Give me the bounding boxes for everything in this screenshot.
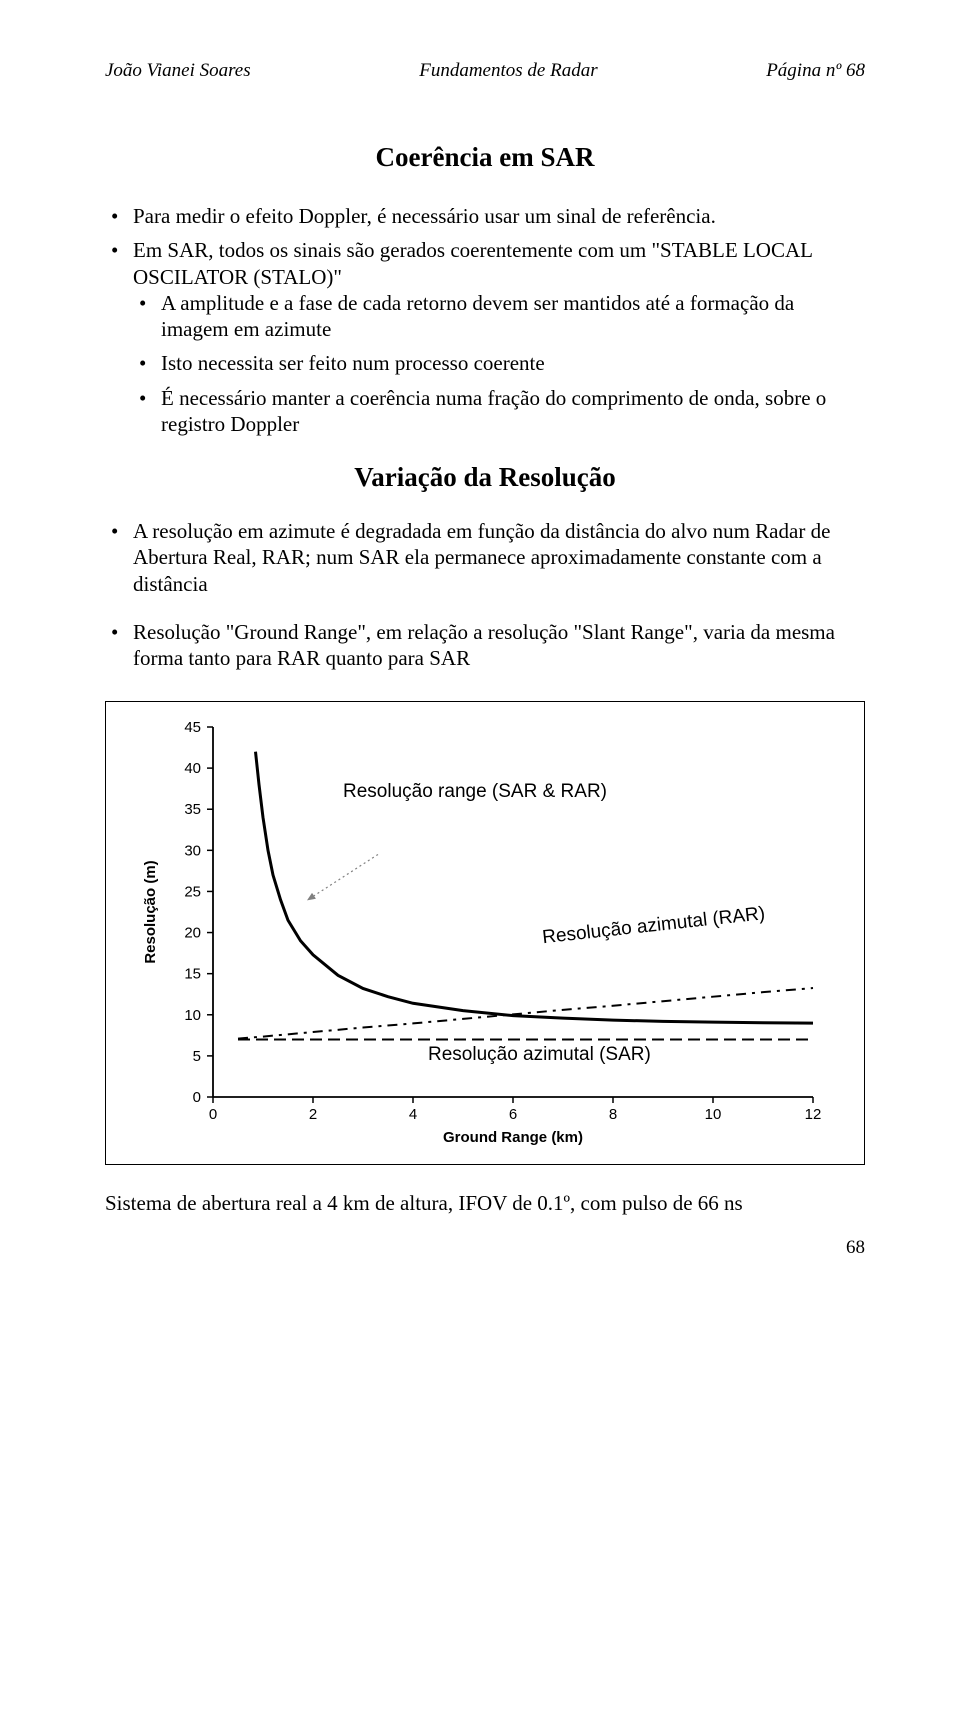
bullet-list-1: Para medir o efeito Doppler, é necessári… <box>105 203 865 437</box>
bullet-item: Para medir o efeito Doppler, é necessári… <box>105 203 865 229</box>
svg-text:0: 0 <box>193 1089 201 1106</box>
svg-text:Resolução azimutal (SAR): Resolução azimutal (SAR) <box>428 1044 651 1065</box>
bullet-list-3: Resolução "Ground Range", em relação a r… <box>105 619 865 672</box>
svg-text:15: 15 <box>184 966 201 983</box>
svg-text:30: 30 <box>184 843 201 860</box>
svg-text:12: 12 <box>805 1106 822 1123</box>
svg-text:10: 10 <box>705 1106 722 1123</box>
page-header: João Vianei Soares Fundamentos de Radar … <box>105 60 865 82</box>
svg-text:40: 40 <box>184 760 201 777</box>
bullet-item: Em SAR, todos os sinais são gerados coer… <box>105 237 865 437</box>
svg-text:0: 0 <box>209 1106 217 1123</box>
svg-text:8: 8 <box>609 1106 617 1123</box>
bullet-item: A amplitude e a fase de cada retorno dev… <box>133 290 865 343</box>
section-title-coerencia: Coerência em SAR <box>105 142 865 173</box>
header-page-ref: Página nº 68 <box>766 60 865 82</box>
svg-text:25: 25 <box>184 884 201 901</box>
bullet-item: Resolução "Ground Range", em relação a r… <box>105 619 865 672</box>
section-title-variacao: Variação da Resolução <box>105 462 865 493</box>
svg-text:10: 10 <box>184 1007 201 1024</box>
svg-text:45: 45 <box>184 719 201 736</box>
bullet-item: É necessário manter a coerência numa fra… <box>133 385 865 438</box>
svg-text:Resolução azimutal (RAR): Resolução azimutal (RAR) <box>541 903 766 948</box>
header-author: João Vianei Soares <box>105 60 251 82</box>
bullet-item: A resolução em azimute é degradada em fu… <box>105 518 865 597</box>
svg-text:5: 5 <box>193 1048 201 1065</box>
svg-text:20: 20 <box>184 925 201 942</box>
svg-text:6: 6 <box>509 1106 517 1123</box>
svg-text:2: 2 <box>309 1106 317 1123</box>
page-number: 68 <box>105 1237 865 1259</box>
resolution-chart: 0 5 10 15 20 25 30 35 40 45 0 2 4 6 8 10 12 Resolução (m)… <box>135 717 835 1152</box>
svg-text:4: 4 <box>409 1106 417 1123</box>
svg-text:Ground Range (km): Ground Range (km) <box>443 1129 583 1146</box>
header-doc-title: Fundamentos de Radar <box>419 60 597 82</box>
figure-caption: Sistema de abertura real a 4 km de altur… <box>105 1190 865 1216</box>
svg-text:35: 35 <box>184 801 201 818</box>
bullet-list-2: A resolução em azimute é degradada em fu… <box>105 518 865 597</box>
svg-text:Resolução range (SAR & RAR): Resolução range (SAR & RAR) <box>343 781 607 802</box>
bullet-text: Em SAR, todos os sinais são gerados coer… <box>133 238 812 288</box>
svg-text:Resolução (m): Resolução (m) <box>142 861 159 964</box>
bullet-item: Isto necessita ser feito num processo co… <box>133 350 865 376</box>
sub-bullet-list: A amplitude e a fase de cada retorno dev… <box>133 290 865 437</box>
chart-frame: 0 5 10 15 20 25 30 35 40 45 0 2 4 6 8 10 12 Resolução (m)… <box>105 701 865 1165</box>
